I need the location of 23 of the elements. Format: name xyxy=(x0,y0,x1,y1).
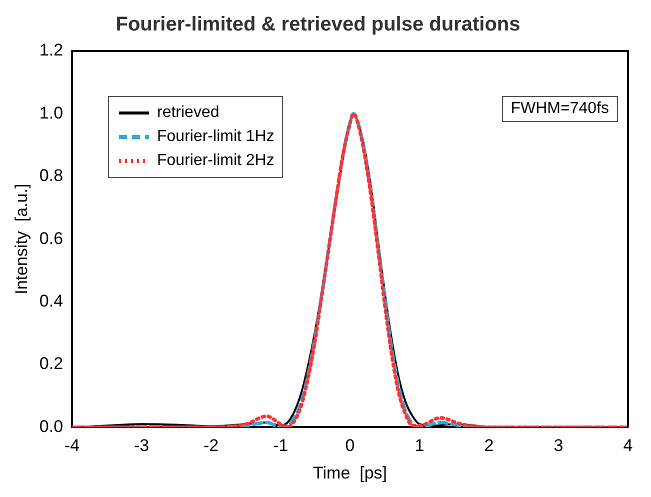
legend-label: Fourier-limit 1Hz xyxy=(157,127,274,147)
x-axis-title: Time [ps] xyxy=(313,463,388,482)
y-tick-label: 0.0 xyxy=(39,416,64,436)
x-tick-label: 1 xyxy=(414,436,424,456)
legend-label: retrieved xyxy=(157,103,220,123)
annotation: FWHM=740fs xyxy=(502,96,618,122)
x-tick-label: 3 xyxy=(554,436,564,456)
y-tick-label: 0.6 xyxy=(39,228,64,248)
x-tick-label: -3 xyxy=(134,436,150,456)
y-tick-label: 0.4 xyxy=(39,291,64,310)
x-tick-label: 2 xyxy=(484,436,494,456)
y-tick-label: 0.2 xyxy=(39,354,64,374)
x-tick-label: 0 xyxy=(345,436,355,456)
chart-title: Fourier-limited & retrieved pulse durations xyxy=(116,14,520,36)
y-tick-label: 0.8 xyxy=(39,166,64,186)
x-tick-label: -4 xyxy=(64,436,80,456)
y-tick-label: 1.0 xyxy=(39,103,64,122)
x-tick-label: -2 xyxy=(203,436,219,456)
y-axis-title: Intensity [a.u.] xyxy=(12,184,31,294)
legend-label: Fourier-limit 2Hz xyxy=(157,151,274,171)
x-tick-label: 4 xyxy=(623,436,633,456)
x-tick-label: -1 xyxy=(272,436,288,456)
y-tick-label: 1.2 xyxy=(39,40,64,60)
